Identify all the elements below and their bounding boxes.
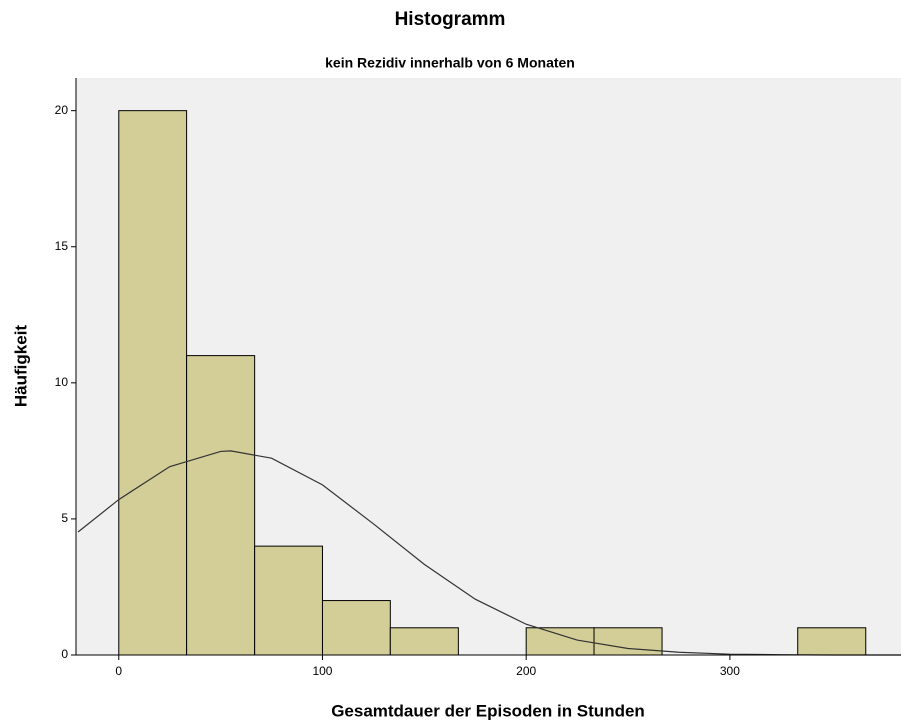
x-axis-label: Gesamtdauer der Episoden in Stunden — [331, 701, 645, 720]
y-tick-label: 5 — [61, 511, 68, 525]
y-axis-label: Häufigkeit — [11, 325, 30, 408]
chart-subtitle: kein Rezidiv innerhalb von 6 Monaten — [325, 55, 575, 71]
bar — [186, 355, 256, 656]
y-tick-label: 0 — [61, 647, 68, 661]
bar — [389, 627, 459, 656]
bar — [118, 110, 188, 656]
x-tick-label: 200 — [516, 664, 536, 678]
y-tick-label: 20 — [55, 103, 69, 117]
x-tick-label: 300 — [720, 664, 740, 678]
x-tick-label: 100 — [312, 664, 332, 678]
normal-curve — [77, 450, 901, 656]
bar — [797, 627, 867, 656]
bar — [254, 545, 323, 656]
y-tick-label: 15 — [55, 239, 69, 253]
y-tick-label: 10 — [55, 375, 69, 389]
chart-title: Histogramm — [395, 9, 506, 30]
x-tick-label: 0 — [115, 664, 122, 678]
bar — [593, 627, 663, 656]
bar — [321, 600, 391, 656]
